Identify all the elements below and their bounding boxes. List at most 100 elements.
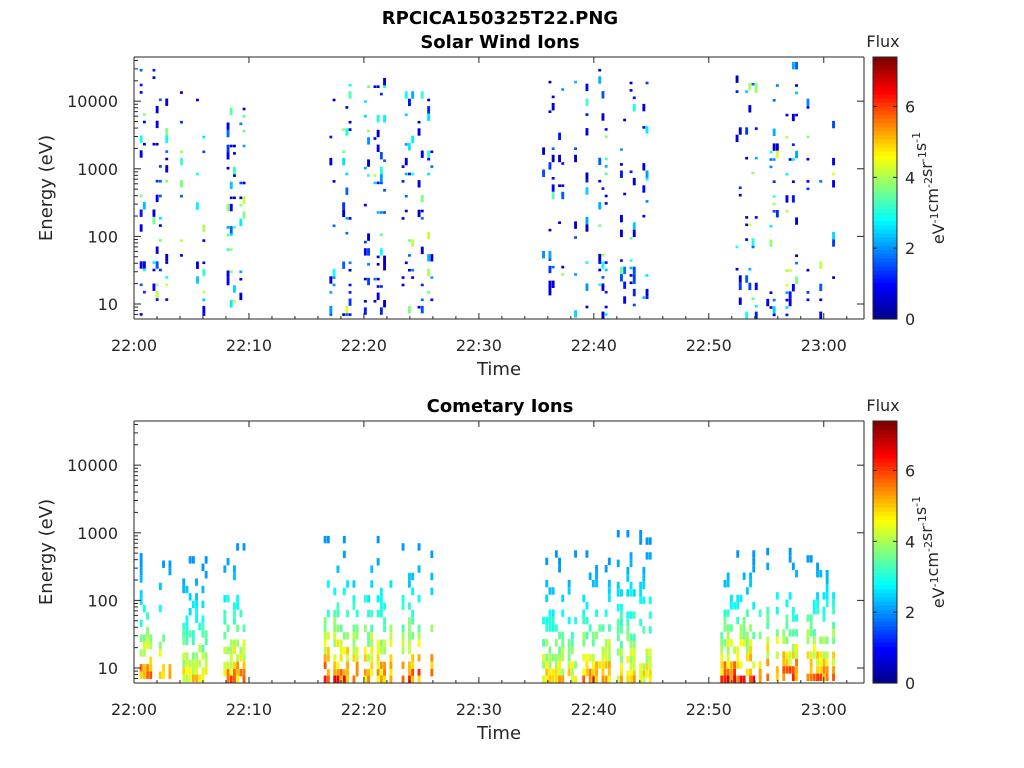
heatmap-cell xyxy=(165,276,169,279)
heatmap-cell xyxy=(816,570,819,578)
heatmap-cell xyxy=(775,636,779,644)
colorbar-segment xyxy=(873,498,897,504)
heatmap-cell xyxy=(363,166,367,170)
heatmap-cell xyxy=(204,571,208,579)
colorbar-title: Flux xyxy=(866,32,899,51)
heatmap-cell xyxy=(345,231,349,235)
heatmap-cell xyxy=(196,261,199,269)
heatmap-cell xyxy=(816,607,819,615)
heatmap-cell xyxy=(182,637,186,645)
heatmap-cell xyxy=(408,632,411,640)
heatmap-cell xyxy=(558,565,561,573)
colorbar-segment xyxy=(873,278,897,283)
heatmap-cell xyxy=(585,305,589,309)
heatmap-cell xyxy=(376,646,380,655)
heatmap-cell xyxy=(542,616,545,625)
heatmap-cell xyxy=(745,156,749,160)
heatmap-cell xyxy=(548,646,552,654)
heatmap-cell xyxy=(601,91,605,99)
heatmap-cell xyxy=(758,661,762,669)
heatmap-cell xyxy=(202,135,206,139)
heatmap-cell xyxy=(604,202,608,205)
heatmap-cell xyxy=(239,609,243,618)
heatmap-cell xyxy=(376,535,380,544)
heatmap-cell xyxy=(604,313,608,316)
heatmap-cell xyxy=(726,639,730,647)
heatmap-cell xyxy=(548,265,552,274)
heatmap-cell xyxy=(352,654,356,662)
heatmap-cell xyxy=(191,630,195,638)
heatmap-cell xyxy=(139,224,143,232)
x-tick-label: 22:00 xyxy=(111,700,157,719)
heatmap-cell xyxy=(752,675,756,683)
heatmap-cell xyxy=(588,675,592,683)
heatmap-cell xyxy=(642,296,646,299)
heatmap-cell xyxy=(229,654,233,662)
heatmap-cell xyxy=(158,641,162,650)
x-tick-label: 22:20 xyxy=(341,700,387,719)
heatmap-cell xyxy=(632,96,636,100)
heatmap-cell xyxy=(558,631,561,640)
heatmap-cell xyxy=(642,663,646,671)
heatmap-cell xyxy=(754,156,758,160)
colorbar-segment xyxy=(873,192,897,197)
heatmap-cell xyxy=(729,594,733,603)
heatmap-cell xyxy=(379,211,383,214)
heatmap-cell xyxy=(729,675,733,683)
heatmap-cell xyxy=(376,211,380,214)
colorbar-segment xyxy=(873,511,897,516)
heatmap-cell xyxy=(758,631,762,640)
heatmap-cell xyxy=(417,669,421,677)
heatmap-cell xyxy=(226,122,230,130)
colorbar-segment xyxy=(873,142,897,148)
heatmap-cell xyxy=(785,113,789,117)
heatmap-cell xyxy=(342,632,346,640)
heatmap-cell xyxy=(620,670,623,678)
x-tick-label: 23:00 xyxy=(801,700,847,719)
heatmap-cell xyxy=(601,653,605,662)
heatmap-cell xyxy=(607,661,611,669)
heatmap-cell xyxy=(545,668,549,677)
heatmap-cell xyxy=(411,609,415,618)
heatmap-cell xyxy=(616,675,620,683)
heatmap-cell xyxy=(202,305,206,314)
heatmap-cell xyxy=(832,172,835,176)
heatmap-cell xyxy=(745,223,749,227)
heatmap-cell xyxy=(591,631,595,640)
heatmap-cell xyxy=(574,550,577,558)
colorbar-segment xyxy=(873,314,897,320)
heatmap-cell xyxy=(376,285,380,288)
heatmap-cell xyxy=(639,670,643,678)
colorbar-segment xyxy=(873,294,897,300)
heatmap-cell xyxy=(198,645,202,653)
heatmap-cell xyxy=(785,651,789,659)
heatmap-cell xyxy=(379,669,383,677)
heatmap-cell xyxy=(229,203,233,212)
heatmap-cell xyxy=(389,632,393,640)
heatmap-cell xyxy=(239,122,243,126)
heatmap-cell xyxy=(598,268,602,272)
heatmap-cell xyxy=(355,624,359,633)
colorbar-tick-label: 4 xyxy=(905,532,915,551)
heatmap-cell xyxy=(748,223,752,227)
heatmap-cell xyxy=(620,611,623,619)
heatmap-cell xyxy=(645,126,649,134)
colorbar-segment xyxy=(873,470,897,475)
heatmap-cell xyxy=(142,671,146,679)
heatmap-cell xyxy=(376,675,380,683)
heatmap-cell xyxy=(367,233,370,241)
heatmap-cell xyxy=(329,276,333,284)
heatmap-cell xyxy=(806,298,810,302)
heatmap-cell xyxy=(620,618,623,627)
heatmap-cell xyxy=(558,668,561,677)
heatmap-cell xyxy=(819,651,823,659)
heatmap-cell xyxy=(202,298,206,302)
heatmap-cell xyxy=(545,624,549,632)
heatmap-cell xyxy=(185,622,189,631)
heatmap-cell xyxy=(561,639,565,647)
heatmap-cell xyxy=(202,291,206,294)
heatmap-cell xyxy=(604,290,608,294)
heatmap-cell xyxy=(158,224,162,227)
heatmap-cell xyxy=(430,624,434,632)
colorbar-segment xyxy=(873,478,897,483)
